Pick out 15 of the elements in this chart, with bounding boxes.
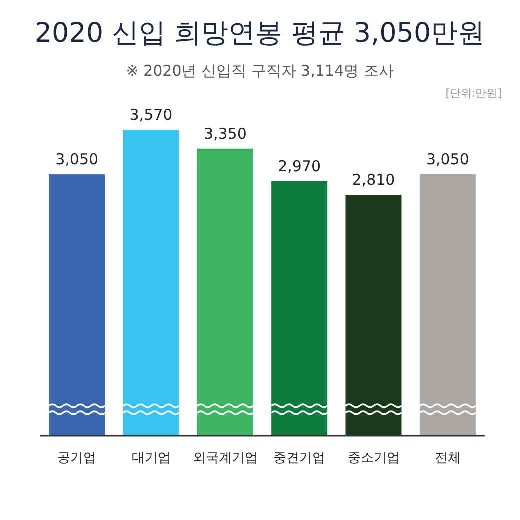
data-label: 3,570 <box>130 106 173 124</box>
x-tick-label: 외국계기업 <box>192 451 258 466</box>
data-label: 2,970 <box>278 157 322 176</box>
chart-title: 2020 신입 희망연봉 평균 3,050만원 <box>34 18 486 49</box>
x-tick-label: 중소기업 <box>348 451 400 466</box>
data-label: 3,050 <box>426 150 470 169</box>
x-tick-label: 공기업 <box>58 451 97 466</box>
data-label: 3,350 <box>204 124 247 143</box>
x-tick-label: 중견기업 <box>274 451 326 466</box>
data-label: 2,810 <box>352 171 396 190</box>
text: [단위:만원] <box>446 87 502 100</box>
x-tick-label: 대기업 <box>132 451 171 466</box>
data-label: 3,050 <box>56 150 99 169</box>
x-tick-label: 전체 <box>434 451 461 466</box>
chart-subtitle: ※ 2020년 신입직 구직자 3,114명 조사 <box>126 62 394 80</box>
